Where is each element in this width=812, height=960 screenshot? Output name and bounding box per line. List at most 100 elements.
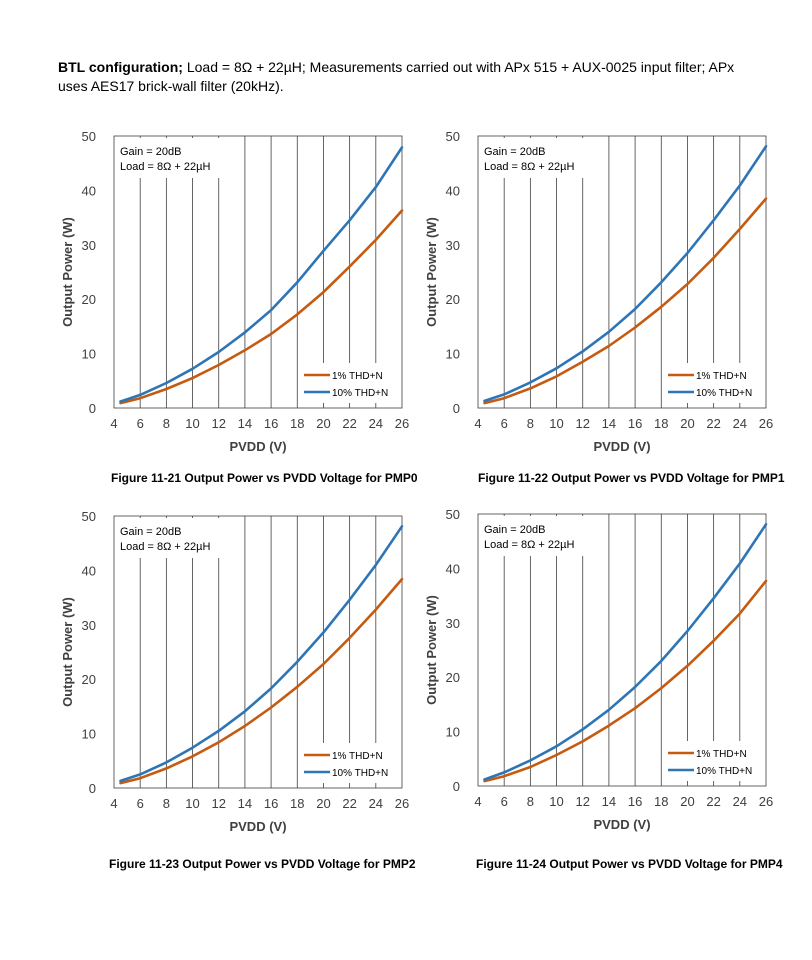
chart2-xtick-14: 14 bbox=[238, 796, 252, 811]
caption-pmp4: Figure 11-24 Output Power vs PVDD Voltag… bbox=[476, 857, 783, 871]
chart0-annotation-bg bbox=[116, 138, 236, 178]
chart3-annotation-bg bbox=[480, 516, 600, 556]
chart1-xtick-16: 16 bbox=[628, 416, 642, 431]
chart1-xtick-22: 22 bbox=[706, 416, 720, 431]
intro-paragraph: BTL configuration; Load = 8Ω + 22µH; Mea… bbox=[58, 58, 758, 96]
chart3-ytick-40: 40 bbox=[446, 561, 460, 576]
chart1-xtick-12: 12 bbox=[575, 416, 589, 431]
caption-pmp2: Figure 11-23 Output Power vs PVDD Voltag… bbox=[109, 857, 416, 871]
chart0-xtick-6: 6 bbox=[137, 416, 144, 431]
chart0-xtick-10: 10 bbox=[185, 416, 199, 431]
chart1-annotation-1: Load = 8Ω + 22µH bbox=[484, 161, 574, 173]
chart2-xtick-8: 8 bbox=[163, 796, 170, 811]
chart3-ytick-10: 10 bbox=[446, 725, 460, 740]
chart3-legend-label-1: 10% THD+N bbox=[696, 766, 752, 777]
caption-pmp1: Figure 11-22 Output Power vs PVDD Voltag… bbox=[478, 471, 785, 485]
chart2-series-thd1-line bbox=[119, 577, 404, 785]
chart0-ytick-30: 30 bbox=[82, 238, 96, 253]
chart0-xtick-14: 14 bbox=[238, 416, 252, 431]
chart1-ylabel: Output Power (W) bbox=[424, 217, 439, 327]
chart0-legend-label-0: 1% THD+N bbox=[332, 371, 383, 382]
chart1-ytick-10: 10 bbox=[446, 347, 460, 362]
chart2-xtick-18: 18 bbox=[290, 796, 304, 811]
chart2-annotation-1: Load = 8Ω + 22µH bbox=[120, 541, 210, 553]
chart3-annotation-0: Gain = 20dB bbox=[484, 524, 545, 536]
chart1-ytick-50: 50 bbox=[446, 129, 460, 144]
chart2-xtick-20: 20 bbox=[316, 796, 330, 811]
chart3-xtick-4: 4 bbox=[474, 794, 481, 809]
chart0-legend-label-1: 10% THD+N bbox=[332, 388, 388, 399]
chart2-xtick-22: 22 bbox=[342, 796, 356, 811]
chart0-xtick-24: 24 bbox=[369, 416, 383, 431]
chart2-xtick-26: 26 bbox=[395, 796, 409, 811]
chart0-ytick-40: 40 bbox=[82, 183, 96, 198]
chart2-legend-bg bbox=[302, 743, 400, 783]
chart3-series-thd1-line bbox=[483, 579, 768, 783]
chart0-xtick-12: 12 bbox=[211, 416, 225, 431]
chart0-series-thd1-line bbox=[119, 209, 404, 405]
chart3-xtick-16: 16 bbox=[628, 794, 642, 809]
chart0-xtick-22: 22 bbox=[342, 416, 356, 431]
chart3-ylabel: Output Power (W) bbox=[424, 595, 439, 705]
chart1-annotation-bg bbox=[480, 138, 600, 178]
chart2-xlabel: PVDD (V) bbox=[229, 819, 286, 834]
chart3-ytick-20: 20 bbox=[446, 670, 460, 685]
chart-panel-pmp1: 4 6 8 10 12 14 16 18 20 22 24 26 0 10 20 30 40 50 Gain = 2… bbox=[422, 128, 802, 454]
chart3-legend-label-0: 1% THD+N bbox=[696, 749, 747, 760]
chart2-plot-frame bbox=[113, 515, 403, 789]
chart0-xlabel: PVDD (V) bbox=[229, 439, 286, 454]
chart3-ytick-30: 30 bbox=[446, 616, 460, 631]
chart1-ytick-20: 20 bbox=[446, 292, 460, 307]
chart0-xtick-20: 20 bbox=[316, 416, 330, 431]
chart2-legend: 1% THD+N 10% THD+N bbox=[302, 743, 400, 783]
chart3-xtick-6: 6 bbox=[501, 794, 508, 809]
chart1-annotation-0: Gain = 20dB bbox=[484, 146, 545, 158]
chart0-xtick-18: 18 bbox=[290, 416, 304, 431]
chart2-annotation-box: Gain = 20dB Load = 8Ω + 22µH bbox=[116, 518, 236, 558]
chart2-xtick-12: 12 bbox=[211, 796, 225, 811]
chart0-ytick-10: 10 bbox=[82, 347, 96, 362]
chart3-xtick-14: 14 bbox=[602, 794, 616, 809]
chart1-xtick-26: 26 bbox=[759, 416, 773, 431]
chart1-series-thd1-line bbox=[483, 197, 768, 405]
chart3-xtick-8: 8 bbox=[527, 794, 534, 809]
chart3-ytick-0: 0 bbox=[453, 779, 460, 794]
chart1-legend-label-0: 1% THD+N bbox=[696, 371, 747, 382]
chart2-ytick-30: 30 bbox=[82, 618, 96, 633]
chart0-xtick-8: 8 bbox=[163, 416, 170, 431]
chart1-plot-frame bbox=[477, 135, 767, 409]
chart2-xtick-10: 10 bbox=[185, 796, 199, 811]
chart1-xtick-14: 14 bbox=[602, 416, 616, 431]
chart1-xtick-10: 10 bbox=[549, 416, 563, 431]
chart1-xtick-4: 4 bbox=[474, 416, 481, 431]
chart0-ytick-50: 50 bbox=[82, 129, 96, 144]
chart0-ytick-0: 0 bbox=[89, 401, 96, 416]
chart1-annotation-box: Gain = 20dB Load = 8Ω + 22µH bbox=[480, 138, 600, 178]
chart-pmp4: 4 6 8 10 12 14 16 18 20 22 24 26 0 10 20 30 40 50 Gain = 2… bbox=[424, 507, 773, 832]
chart2-ylabel: Output Power (W) bbox=[60, 597, 75, 707]
chart3-series-thd10-line bbox=[483, 522, 768, 781]
chart0-series-thd10-line bbox=[119, 146, 404, 403]
chart3-xtick-18: 18 bbox=[654, 794, 668, 809]
chart0-xtick-26: 26 bbox=[395, 416, 409, 431]
chart3-ytick-50: 50 bbox=[446, 507, 460, 522]
chart2-legend-label-0: 1% THD+N bbox=[332, 751, 383, 762]
chart2-ytick-10: 10 bbox=[82, 727, 96, 742]
chart0-ylabel: Output Power (W) bbox=[60, 217, 75, 327]
chart2-ytick-40: 40 bbox=[82, 563, 96, 578]
chart1-xtick-6: 6 bbox=[501, 416, 508, 431]
chart1-xtick-8: 8 bbox=[527, 416, 534, 431]
chart2-annotation-0: Gain = 20dB bbox=[120, 526, 181, 538]
chart-pmp0: 4 6 8 10 12 14 16 18 20 22 24 26 0 10 20 30 40 50 Gain = 2… bbox=[60, 129, 409, 454]
intro-text: Load = 8Ω + 22µH; Measurements carried o… bbox=[58, 59, 735, 94]
chart1-xtick-18: 18 bbox=[654, 416, 668, 431]
chart1-legend: 1% THD+N 10% THD+N bbox=[666, 363, 764, 403]
chart3-xtick-26: 26 bbox=[759, 794, 773, 809]
chart-panel-pmp0: 4 6 8 10 12 14 16 18 20 22 24 26 0 10 20 30 40 50 Gain = 2… bbox=[58, 128, 438, 454]
intro-bold: BTL configuration; bbox=[58, 59, 183, 75]
chart1-ytick-0: 0 bbox=[453, 401, 460, 416]
chart3-xtick-12: 12 bbox=[575, 794, 589, 809]
chart1-legend-bg bbox=[666, 363, 764, 403]
chart1-xtick-20: 20 bbox=[680, 416, 694, 431]
chart0-ytick-20: 20 bbox=[82, 292, 96, 307]
